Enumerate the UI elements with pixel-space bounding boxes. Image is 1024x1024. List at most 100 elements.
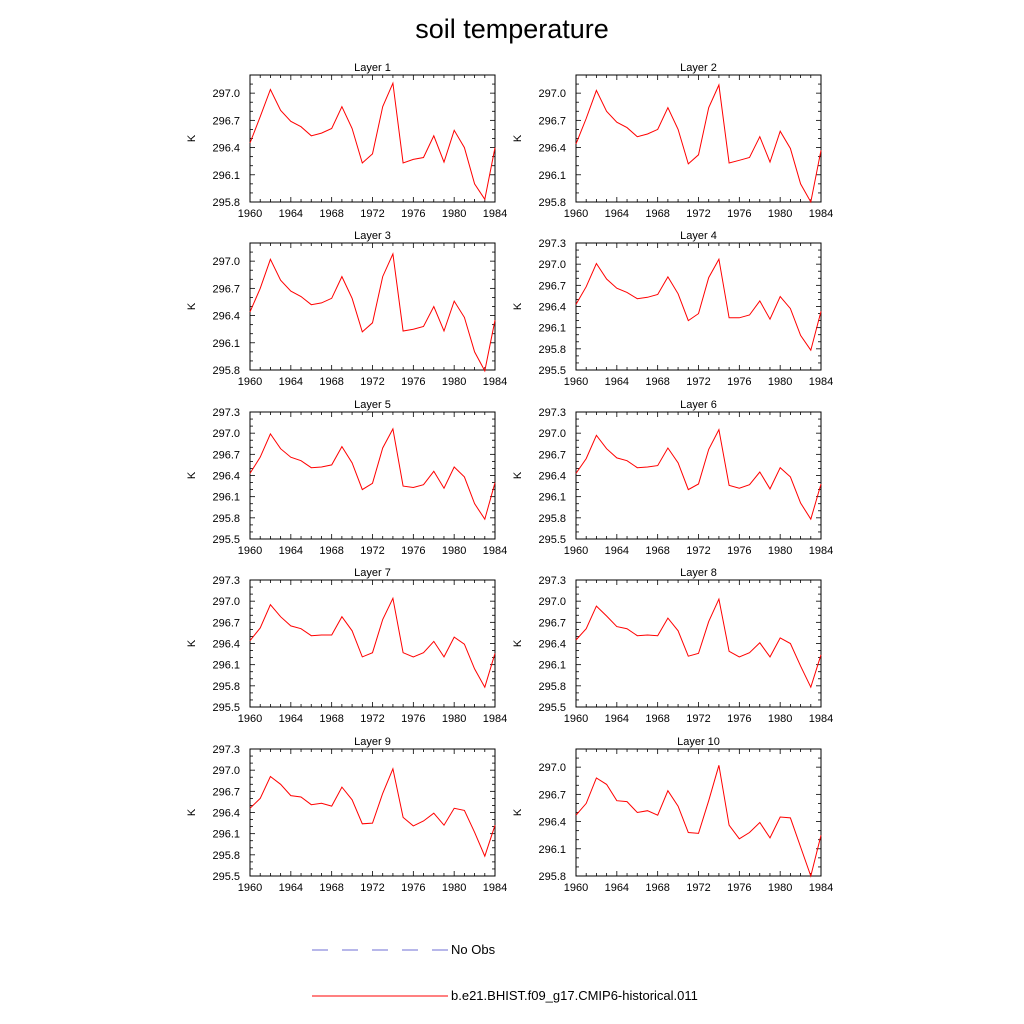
x-tick-label: 1964 bbox=[279, 376, 303, 388]
x-tick-label: 1972 bbox=[686, 208, 710, 220]
x-tick-label: 1976 bbox=[727, 882, 751, 894]
y-tick-label: 295.5 bbox=[212, 534, 240, 546]
series-line-model bbox=[249, 767, 496, 858]
y-tick-label: 296.1 bbox=[538, 170, 566, 182]
panel-title: Layer 4 bbox=[680, 230, 717, 242]
y-tick-label: 297.0 bbox=[212, 765, 240, 777]
panel-1: Layer 1 K 1960 1964 1968 1972 1976 1980 1984 295.… bbox=[186, 62, 507, 220]
x-tick-label: 1984 bbox=[483, 882, 507, 894]
y-tick-label: 296.4 bbox=[212, 639, 240, 651]
y-tick-label: 296.4 bbox=[212, 808, 240, 820]
y-tick-label: 295.8 bbox=[212, 197, 240, 209]
y-tick-label: 296.7 bbox=[538, 449, 566, 461]
y-axis-label: K bbox=[186, 302, 198, 310]
y-tick-label: 297.3 bbox=[212, 575, 240, 587]
x-tick-label: 1968 bbox=[645, 882, 669, 894]
y-tick-label: 296.7 bbox=[212, 617, 240, 629]
x-tick-label: 1972 bbox=[686, 545, 710, 557]
y-tick-label: 296.7 bbox=[538, 617, 566, 629]
x-tick-label: 1964 bbox=[605, 545, 629, 557]
x-tick-label: 1960 bbox=[238, 208, 262, 220]
figure-title: soil temperature bbox=[415, 14, 609, 44]
panel-title: Layer 9 bbox=[354, 736, 391, 748]
x-tick-label: 1976 bbox=[727, 376, 751, 388]
series-line-model bbox=[249, 596, 496, 689]
series-line-model bbox=[249, 81, 496, 201]
x-tick-label: 1976 bbox=[401, 545, 425, 557]
panel-title: Layer 5 bbox=[354, 399, 391, 411]
y-tick-label: 297.3 bbox=[538, 407, 566, 419]
y-tick-label: 297.3 bbox=[212, 407, 240, 419]
x-tick-label: 1980 bbox=[442, 882, 466, 894]
y-tick-label: 296.1 bbox=[538, 660, 566, 672]
y-tick-label: 296.7 bbox=[212, 115, 240, 127]
y-axis-label: K bbox=[186, 639, 198, 647]
x-tick-label: 1976 bbox=[401, 713, 425, 725]
y-tick-label: 297.3 bbox=[538, 238, 566, 250]
series-line-model bbox=[249, 427, 496, 521]
panel-title: Layer 3 bbox=[354, 230, 391, 242]
y-tick-label: 296.7 bbox=[538, 115, 566, 127]
x-tick-label: 1972 bbox=[360, 713, 384, 725]
y-tick-label: 297.0 bbox=[212, 596, 240, 608]
y-tick-label: 297.0 bbox=[212, 256, 240, 268]
y-axis-label: K bbox=[512, 808, 524, 816]
x-tick-label: 1972 bbox=[686, 376, 710, 388]
x-tick-label: 1972 bbox=[686, 713, 710, 725]
x-tick-label: 1964 bbox=[605, 376, 629, 388]
y-tick-label: 296.1 bbox=[538, 492, 566, 504]
panel-2: Layer 2 K 1960 1964 1968 1972 1976 1980 1984 295.… bbox=[512, 62, 833, 220]
y-tick-label: 295.8 bbox=[538, 871, 566, 883]
y-tick-label: 297.0 bbox=[538, 88, 566, 100]
panel-title: Layer 6 bbox=[680, 399, 717, 411]
series-line-model bbox=[575, 83, 822, 204]
panel-8: Layer 8 K 1960 1964 1968 1972 1976 1980 1984 295.… bbox=[512, 567, 833, 725]
y-tick-label: 296.7 bbox=[538, 280, 566, 292]
y-tick-label: 295.8 bbox=[538, 681, 566, 693]
x-tick-label: 1976 bbox=[401, 882, 425, 894]
x-tick-label: 1960 bbox=[564, 882, 588, 894]
x-tick-label: 1964 bbox=[279, 545, 303, 557]
y-tick-label: 297.0 bbox=[538, 259, 566, 271]
y-tick-label: 295.8 bbox=[538, 197, 566, 209]
y-axis-label: K bbox=[512, 471, 524, 479]
x-tick-label: 1980 bbox=[442, 376, 466, 388]
y-tick-label: 297.0 bbox=[538, 762, 566, 774]
panel-4: Layer 4 K 1960 1964 1968 1972 1976 1980 1984 295.… bbox=[512, 230, 833, 388]
y-tick-label: 296.4 bbox=[538, 639, 566, 651]
x-tick-label: 1964 bbox=[279, 208, 303, 220]
y-tick-label: 296.1 bbox=[538, 844, 566, 856]
x-tick-label: 1984 bbox=[809, 208, 833, 220]
x-tick-label: 1976 bbox=[727, 545, 751, 557]
y-tick-label: 296.4 bbox=[212, 311, 240, 323]
x-tick-label: 1984 bbox=[483, 713, 507, 725]
x-tick-label: 1980 bbox=[442, 208, 466, 220]
panel-title: Layer 1 bbox=[354, 62, 391, 74]
x-tick-label: 1980 bbox=[442, 713, 466, 725]
x-tick-label: 1960 bbox=[238, 882, 262, 894]
x-tick-label: 1976 bbox=[727, 713, 751, 725]
legend-model-label: b.e21.BHIST.f09_g17.CMIP6-historical.011 bbox=[451, 988, 698, 1003]
y-tick-label: 295.8 bbox=[538, 344, 566, 356]
x-tick-label: 1972 bbox=[360, 208, 384, 220]
x-tick-label: 1960 bbox=[238, 376, 262, 388]
x-tick-label: 1972 bbox=[360, 882, 384, 894]
y-tick-label: 296.4 bbox=[538, 143, 566, 155]
y-tick-label: 295.5 bbox=[212, 871, 240, 883]
x-tick-label: 1964 bbox=[605, 882, 629, 894]
panel-title: Layer 7 bbox=[354, 567, 391, 579]
x-tick-label: 1968 bbox=[645, 208, 669, 220]
panel-10: Layer 10 K 1960 1964 1968 1972 1976 1980 1984 295… bbox=[512, 736, 833, 894]
x-tick-label: 1984 bbox=[483, 545, 507, 557]
x-tick-label: 1976 bbox=[401, 208, 425, 220]
x-tick-label: 1980 bbox=[768, 545, 792, 557]
y-tick-label: 295.8 bbox=[212, 850, 240, 862]
panel-title: Layer 8 bbox=[680, 567, 717, 579]
legend-obs-label: No Obs bbox=[451, 942, 496, 957]
y-tick-label: 297.3 bbox=[212, 744, 240, 756]
y-tick-label: 297.0 bbox=[538, 596, 566, 608]
x-tick-label: 1980 bbox=[442, 545, 466, 557]
panel-9: Layer 9 K 1960 1964 1968 1972 1976 1980 1984 295.… bbox=[186, 736, 507, 894]
panel-6: Layer 6 K 1960 1964 1968 1972 1976 1980 1984 295.… bbox=[512, 399, 833, 557]
